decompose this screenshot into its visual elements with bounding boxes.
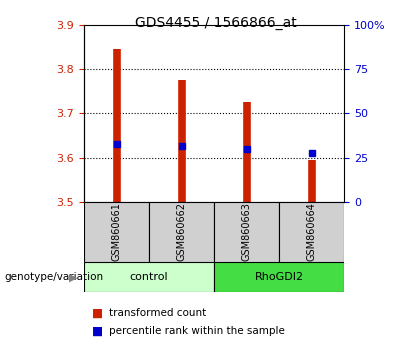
Text: percentile rank within the sample: percentile rank within the sample: [109, 326, 285, 336]
Text: RhoGDI2: RhoGDI2: [255, 272, 304, 282]
Text: GDS4455 / 1566866_at: GDS4455 / 1566866_at: [135, 16, 297, 30]
Bar: [84, 262, 214, 292]
Bar: [214, 202, 279, 262]
Text: ▶: ▶: [69, 272, 78, 282]
Bar: [149, 202, 214, 262]
Text: GSM860663: GSM860663: [242, 202, 252, 261]
Bar: [279, 202, 344, 262]
Text: GSM860662: GSM860662: [177, 202, 186, 261]
Text: GSM860661: GSM860661: [112, 202, 121, 261]
Bar: [84, 202, 149, 262]
Text: ■: ■: [92, 307, 103, 320]
Text: genotype/variation: genotype/variation: [4, 272, 103, 282]
Bar: [214, 262, 344, 292]
Text: transformed count: transformed count: [109, 308, 207, 318]
Text: GSM860664: GSM860664: [307, 202, 317, 261]
Text: control: control: [130, 272, 168, 282]
Text: ■: ■: [92, 325, 103, 337]
